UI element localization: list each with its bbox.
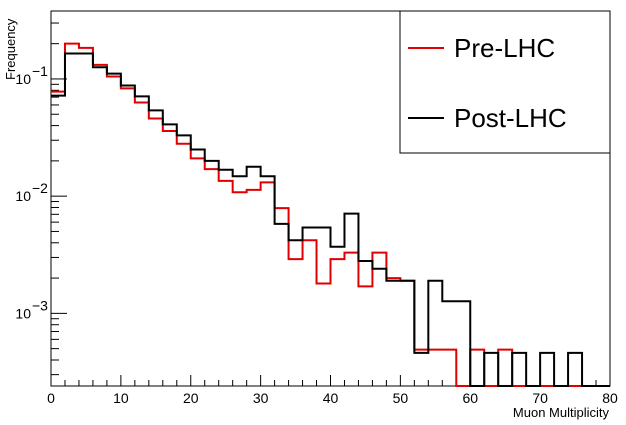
series-post-lhc-line xyxy=(51,52,610,387)
x-tick-label: 60 xyxy=(462,390,478,406)
series-layer xyxy=(51,42,610,387)
y-tick-exponent: −3 xyxy=(32,297,48,313)
legend-box xyxy=(399,10,611,154)
x-tick-label: 10 xyxy=(113,390,129,406)
x-tick-label: 30 xyxy=(253,390,269,406)
y-tick-label: 10 xyxy=(15,71,31,87)
x-tick-label: 40 xyxy=(323,390,339,406)
y-axis-title: Frequency xyxy=(3,18,18,80)
x-tick-label: 0 xyxy=(47,390,55,406)
legend-label-post-lhc: Post-LHC xyxy=(454,103,567,133)
x-tick-label: 50 xyxy=(393,390,409,406)
y-tick-exponent: −2 xyxy=(32,180,48,196)
legend: Pre-LHC Post-LHC xyxy=(399,10,611,154)
y-tick-label: 10 xyxy=(15,305,31,321)
x-tick-label: 20 xyxy=(183,390,199,406)
y-tick-label: 10 xyxy=(15,188,31,204)
legend-label-pre-lhc: Pre-LHC xyxy=(454,33,555,63)
x-tick-label: 80 xyxy=(602,390,618,406)
x-tick-label: 70 xyxy=(532,390,548,406)
x-axis-title: Muon Multiplicity xyxy=(513,405,610,420)
y-tick-exponent: −1 xyxy=(32,63,48,79)
